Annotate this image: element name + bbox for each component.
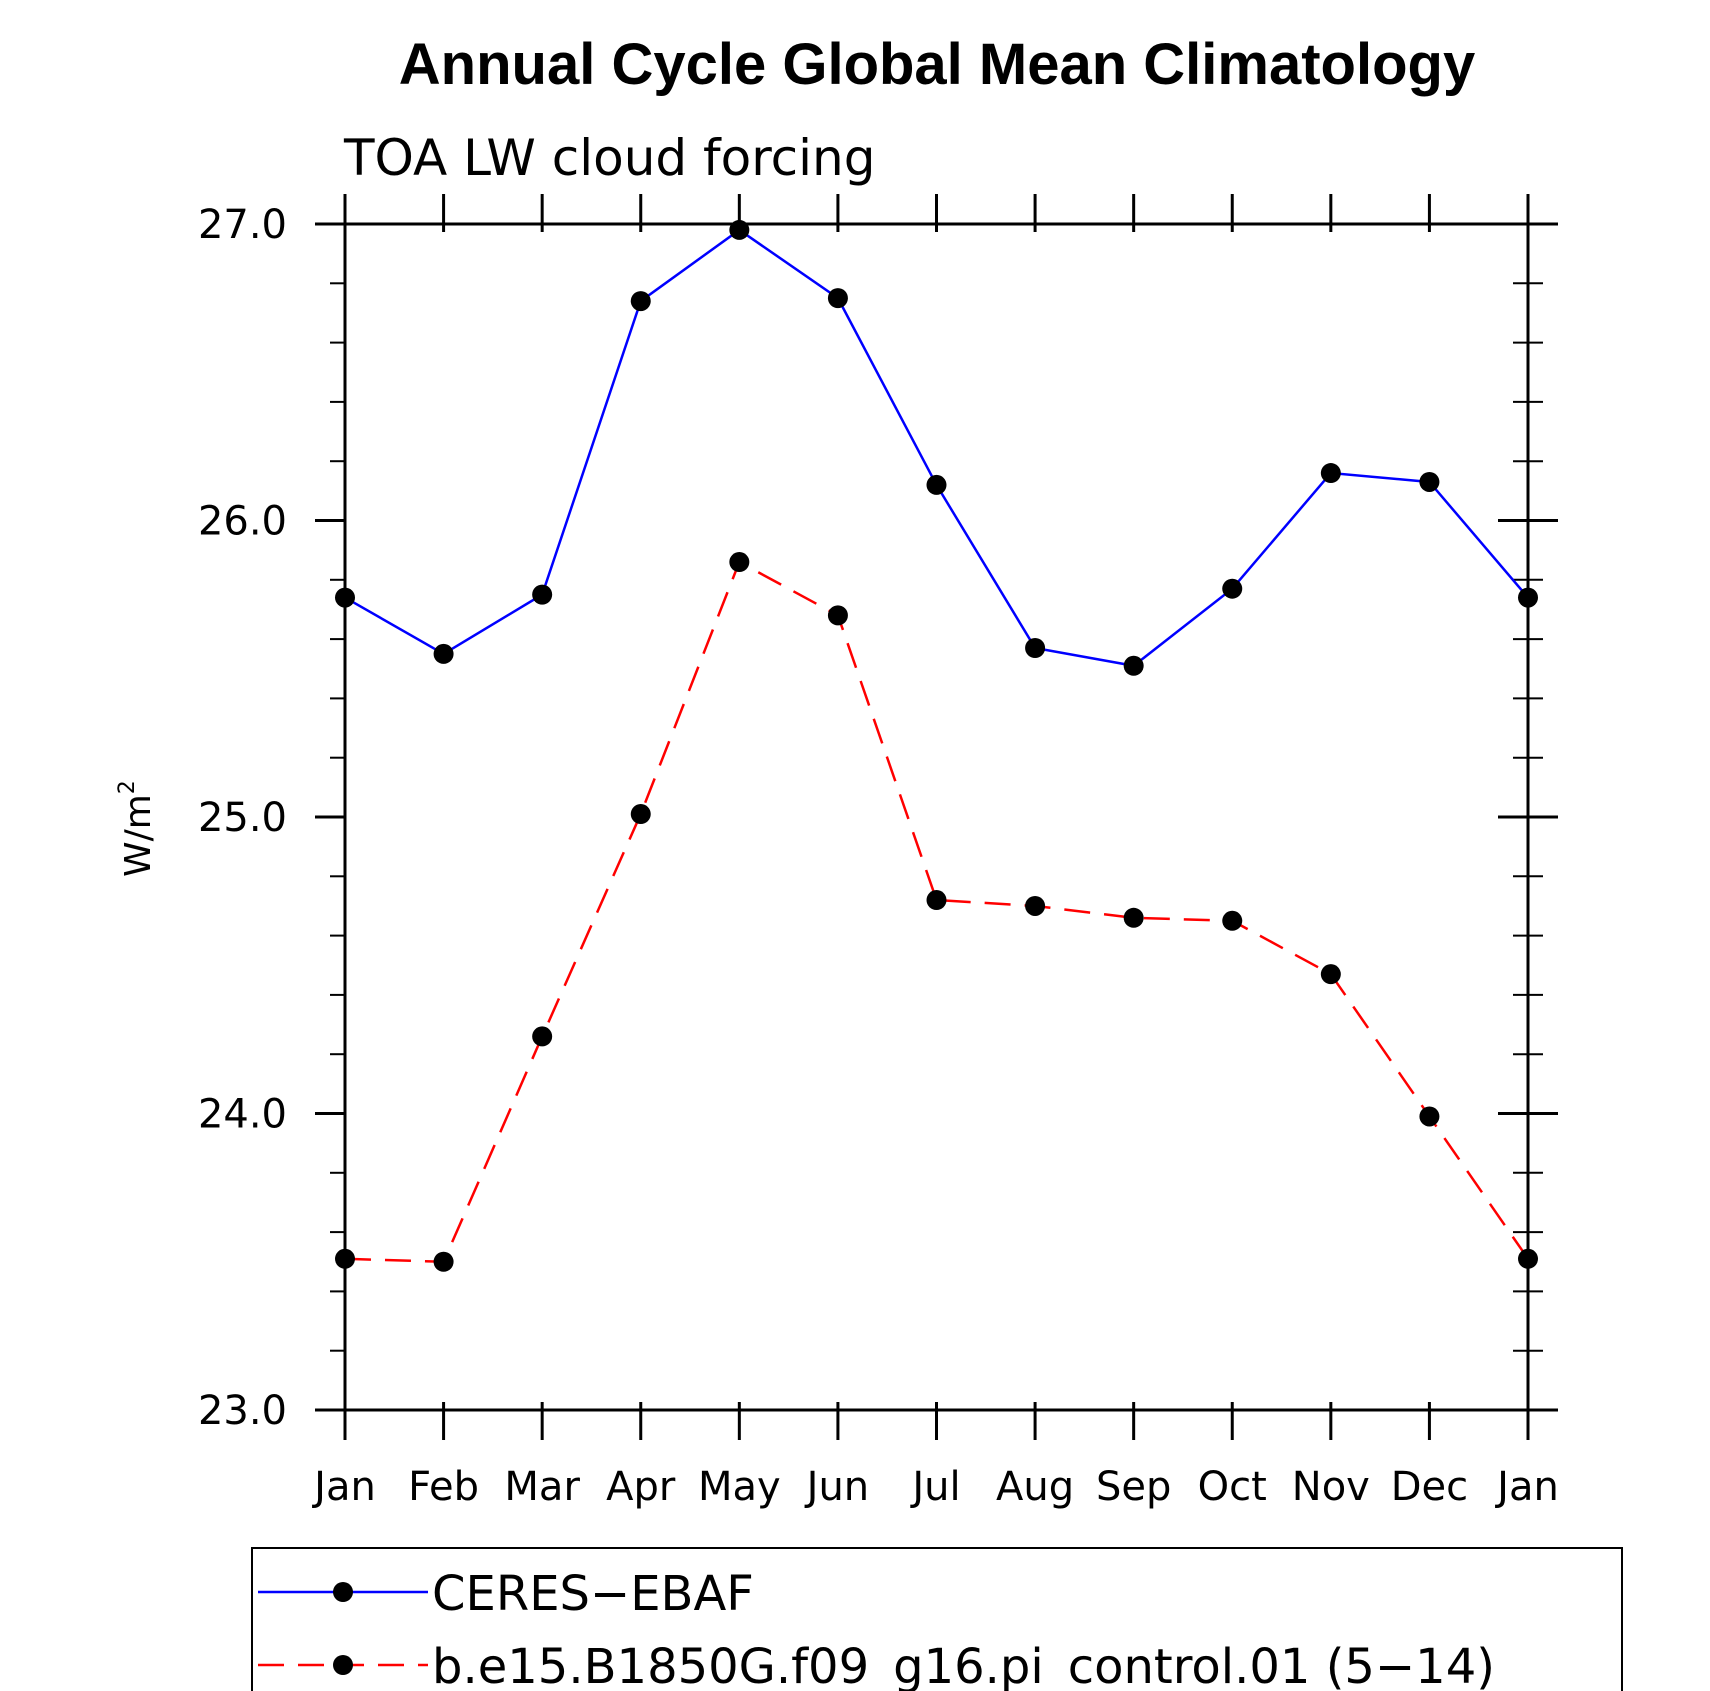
data-point: [1222, 578, 1243, 599]
data-point: [433, 1251, 454, 1272]
y-tick-label: 26.0: [198, 499, 287, 545]
data-point: [729, 219, 750, 240]
data-point: [926, 474, 947, 495]
y-axis-label: W/m2: [115, 780, 159, 877]
data-point: [1025, 895, 1046, 916]
x-tick-label: Nov: [1292, 1464, 1370, 1510]
axis-ticks: [315, 194, 1558, 1440]
series-line-0: [344, 228, 1529, 668]
data-point: [1123, 907, 1144, 928]
y-axis-label-text: W/m: [118, 794, 159, 877]
x-tick-label: Dec: [1391, 1464, 1468, 1510]
x-tick-label: Oct: [1198, 1464, 1267, 1510]
legend-box: [251, 1547, 1623, 1691]
data-point: [729, 552, 750, 573]
x-tick-label: Aug: [996, 1464, 1074, 1510]
data-point: [1320, 463, 1341, 484]
data-point: [827, 605, 848, 626]
data-point: [630, 804, 651, 825]
chart-title: Annual Cycle Global Mean Climatology: [399, 32, 1475, 97]
data-point: [335, 587, 355, 608]
data-point: [630, 291, 651, 312]
x-tick-label: Sep: [1096, 1464, 1171, 1510]
x-tick-label: Jul: [909, 1464, 960, 1510]
data-point: [827, 288, 848, 309]
data-point: [926, 890, 947, 911]
data-point: [1025, 637, 1046, 658]
data-point: [1320, 964, 1341, 985]
y-tick-labels: 23.0 24.0 25.0 26.0 27.0: [198, 202, 287, 1434]
x-tick-label: Jan: [311, 1464, 376, 1510]
data-point: [1518, 1248, 1538, 1269]
data-point: [335, 1248, 355, 1269]
data-point: [1123, 655, 1144, 676]
x-tick-label: Jan: [1494, 1464, 1559, 1510]
legend-marker-series-1: [333, 1655, 353, 1675]
plot-frame: [343, 222, 1530, 1412]
data-point: [1518, 587, 1538, 608]
y-tick-label: 23.0: [198, 1388, 287, 1434]
y-tick-label: 24.0: [198, 1092, 287, 1138]
legend-marker-series-0: [333, 1582, 353, 1602]
series-layer: [335, 219, 1538, 1272]
data-point: [532, 1026, 553, 1047]
data-point: [1419, 471, 1440, 492]
x-tick-label: May: [698, 1464, 781, 1510]
x-tick-labels: Jan Feb Mar Apr May Jun Jul Aug Sep Oct Nov Dec Jan: [311, 1464, 1559, 1510]
chart-subtitle: TOA LW cloud forcing: [343, 129, 875, 187]
y-tick-label: 27.0: [198, 202, 287, 248]
data-point: [1222, 910, 1243, 931]
y-axis-label-superscript: 2: [115, 780, 140, 794]
legend: CERES−EBAF b.e15.B1850G.f09_g16.pi_contr…: [251, 1547, 1623, 1691]
x-tick-label: Mar: [504, 1464, 580, 1510]
legend-label-series-0: CERES−EBAF: [432, 1566, 754, 1622]
data-point: [532, 584, 553, 605]
x-tick-label: Jun: [804, 1464, 870, 1510]
x-tick-label: Apr: [606, 1464, 676, 1510]
data-point: [1419, 1106, 1440, 1127]
legend-label-series-1: b.e15.B1850G.f09_g16.pi_control.01 (5−14…: [432, 1639, 1495, 1691]
data-point: [433, 643, 454, 664]
y-tick-label: 25.0: [198, 795, 287, 841]
x-tick-label: Feb: [408, 1464, 479, 1510]
series-line-1: [344, 560, 1530, 1264]
